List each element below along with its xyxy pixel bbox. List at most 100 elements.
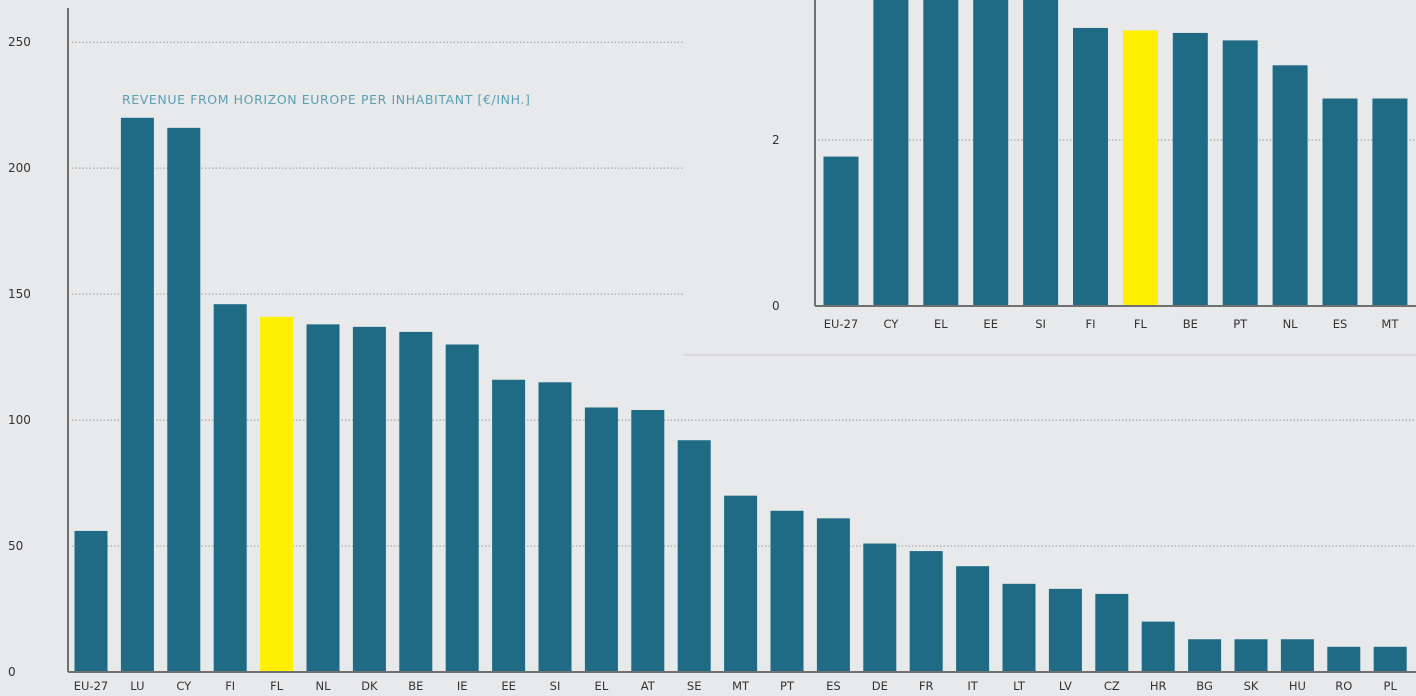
inset-bar-es: [1322, 98, 1358, 306]
main-x-tick-label: CY: [176, 679, 192, 693]
main-x-tick-label: DK: [361, 679, 378, 693]
main-x-tick-label: IE: [457, 679, 468, 693]
inset-bar-fi: [1073, 27, 1108, 306]
inset-bar-chart: 02 EU-27 CY EL EE SI FI FL BE PT NL ES MT: [684, 0, 1416, 356]
inset-y-tick-label: 0: [772, 299, 780, 313]
inset-x-tick-label: EE: [983, 317, 998, 331]
main-y-tick-label: 0: [8, 665, 16, 679]
main-x-tick-label: IT: [967, 679, 978, 693]
main-x-tick-label: FI: [225, 679, 235, 693]
main-x-tick-label: HR: [1150, 679, 1167, 693]
main-bar-pt: [770, 510, 804, 672]
main-y-tick-label: 100: [8, 413, 31, 427]
inset-x-tick-label: EU-27: [824, 317, 858, 331]
inset-x-tick-label: NL: [1283, 317, 1299, 331]
main-x-tick-label: FL: [270, 679, 284, 693]
inset-bar-be: [1172, 32, 1208, 307]
main-bar-bg: [1188, 639, 1222, 672]
inset-x-tick-label: FI: [1085, 317, 1095, 331]
main-axes: [67, 8, 1416, 673]
main-bar-it: [956, 566, 990, 672]
main-bar-lv: [1048, 588, 1082, 672]
inset-bar-ee: [973, 0, 1009, 306]
inset-x-tick-label: ES: [1333, 317, 1348, 331]
main-bar-cz: [1095, 593, 1129, 672]
main-bar-eu-27: [74, 530, 108, 672]
main-x-tick-label: DE: [872, 679, 888, 693]
main-bar-chart: 0 50 100 150 200 250 EU-27 LU CY FI FL NL DK BE IE EE S…: [8, 8, 1416, 693]
main-bar-ro: [1327, 646, 1361, 672]
main-bar-hr: [1141, 621, 1175, 672]
main-x-tick-label: LU: [130, 679, 144, 693]
main-bar-lu: [120, 117, 154, 673]
main-x-tick-label: MT: [732, 679, 750, 693]
main-x-tick-label: SE: [687, 679, 702, 693]
main-x-tick-label: NL: [315, 679, 331, 693]
chart-title: REVENUE FROM HORIZON EUROPE PER INHABITA…: [122, 92, 530, 107]
main-x-tick-label: PT: [780, 679, 795, 693]
main-y-tick-label: 250: [8, 35, 31, 49]
inset-y-tick-labels: 02: [772, 133, 780, 313]
main-y-tick-label: 50: [8, 539, 23, 553]
inset-x-tick-label: FL: [1134, 317, 1148, 331]
inset-x-tick-label: EL: [934, 317, 948, 331]
main-x-tick-label: FR: [919, 679, 934, 693]
main-x-tick-label: SK: [1244, 679, 1259, 693]
main-x-tick-label: CZ: [1104, 679, 1120, 693]
main-y-tick-label: 200: [8, 161, 31, 175]
inset-x-tick-label: PT: [1233, 317, 1248, 331]
main-bar-be: [399, 331, 433, 672]
main-bar-de: [863, 543, 897, 672]
main-x-tick-label: BE: [408, 679, 423, 693]
inset-bar-fl: [1122, 30, 1158, 306]
main-bar-ee: [492, 379, 526, 672]
inset-bar-nl: [1272, 65, 1308, 306]
main-y-tick-label: 150: [8, 287, 31, 301]
main-bar-at: [631, 410, 665, 672]
main-bar-sk: [1234, 639, 1268, 672]
inset-x-tick-labels: EU-27 CY EL EE SI FI FL BE PT NL ES MT: [824, 317, 1400, 331]
inset-bar-mt: [1372, 98, 1408, 306]
inset-bars: [823, 0, 1408, 307]
main-bars: [74, 117, 1407, 673]
main-x-tick-label: EL: [595, 679, 609, 693]
main-x-tick-label: AT: [641, 679, 656, 693]
inset-y-tick-label: 2: [772, 133, 780, 147]
main-x-tick-label: SI: [550, 679, 561, 693]
inset-bar-el: [923, 0, 959, 306]
main-bar-lt: [1002, 583, 1036, 672]
inset-x-tick-label: CY: [883, 317, 899, 331]
main-bar-nl: [306, 324, 340, 672]
inset-bar-si: [1023, 0, 1059, 306]
main-bar-mt: [724, 495, 758, 672]
main-x-tick-label: ES: [826, 679, 841, 693]
main-x-tick-label: HU: [1289, 679, 1306, 693]
inset-x-tick-label: MT: [1381, 317, 1399, 331]
main-bar-se: [677, 440, 711, 672]
inset-axes: [814, 0, 1416, 307]
main-y-tick-labels: 0 50 100 150 200 250: [8, 35, 31, 679]
main-bar-pl: [1373, 646, 1407, 672]
main-bar-fr: [909, 551, 943, 672]
main-x-tick-label: EU-27: [74, 679, 108, 693]
main-bar-es: [816, 518, 850, 672]
main-bar-hu: [1280, 639, 1314, 672]
main-x-tick-label: RO: [1335, 679, 1352, 693]
main-bar-ie: [445, 344, 479, 672]
main-x-tick-label: PL: [1384, 679, 1398, 693]
main-bar-el: [584, 407, 618, 672]
main-bar-dk: [352, 326, 386, 672]
main-x-tick-label: LT: [1013, 679, 1026, 693]
main-x-tick-label: BG: [1196, 679, 1213, 693]
main-bar-fi: [213, 304, 247, 672]
inset-bar-cy: [873, 0, 909, 306]
main-bar-si: [538, 382, 572, 672]
main-x-tick-label: LV: [1059, 679, 1072, 693]
inset-x-tick-label: BE: [1183, 317, 1198, 331]
main-x-tick-label: EE: [501, 679, 516, 693]
main-bar-fl: [260, 316, 294, 672]
main-bar-cy: [167, 127, 201, 673]
inset-x-tick-label: SI: [1035, 317, 1046, 331]
inset-bar-pt: [1222, 40, 1258, 307]
